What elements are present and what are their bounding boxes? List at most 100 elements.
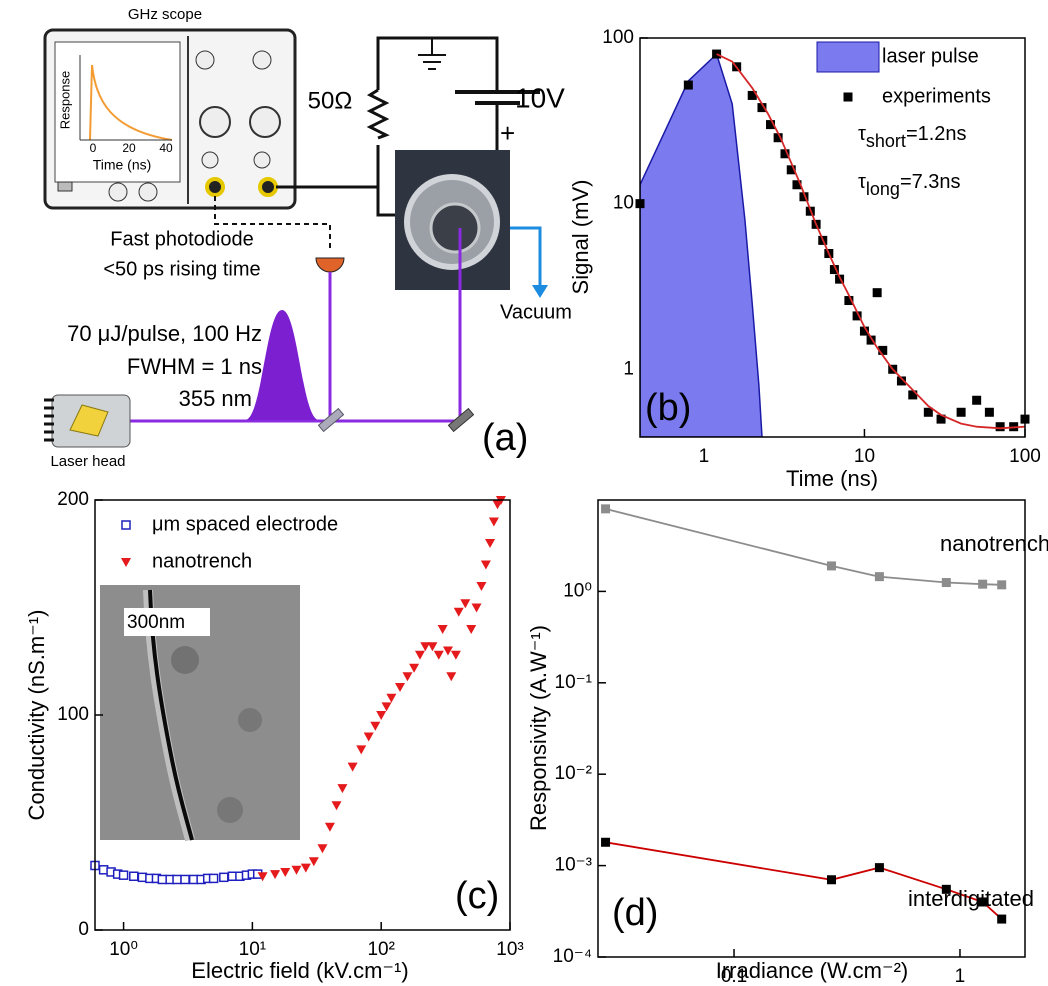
marker bbox=[427, 642, 438, 652]
marker bbox=[420, 642, 431, 652]
legend-label: nanotrench bbox=[152, 550, 252, 572]
marker bbox=[347, 762, 358, 772]
scope-knob bbox=[253, 151, 271, 169]
marker bbox=[208, 873, 219, 884]
inset-y-label: Response bbox=[57, 71, 72, 130]
battery-label: 10V bbox=[515, 82, 565, 113]
marker bbox=[984, 407, 994, 417]
y-tick-label: 10⁰ bbox=[563, 580, 592, 601]
marker bbox=[757, 103, 767, 113]
marker bbox=[376, 711, 387, 720]
scope-input bbox=[258, 177, 278, 197]
panel-label: (d) bbox=[612, 892, 658, 934]
x-tick-label: 1 bbox=[955, 966, 966, 986]
setup-diagram: GHz scope Response 0 20 40 Time (ns) 50Ω… bbox=[43, 6, 572, 470]
marker bbox=[874, 863, 884, 873]
annotation-subscript: long bbox=[866, 179, 900, 199]
scope-input bbox=[205, 177, 225, 197]
battery-sign: + bbox=[500, 118, 515, 148]
x-axis-title: Electric field (kV.cm⁻¹) bbox=[191, 958, 408, 983]
marker bbox=[843, 92, 853, 102]
marker bbox=[773, 133, 783, 143]
wavelength: 355 nm bbox=[179, 386, 252, 411]
plot-frame bbox=[597, 499, 1026, 958]
marker bbox=[978, 579, 988, 589]
marker bbox=[300, 863, 311, 873]
inset-tick: 20 bbox=[122, 141, 136, 155]
resistor bbox=[366, 88, 390, 140]
marker bbox=[356, 745, 367, 755]
marker bbox=[480, 560, 491, 570]
annotation: τshort=1.2ns bbox=[858, 123, 967, 150]
marker bbox=[280, 867, 291, 877]
marker bbox=[317, 844, 328, 854]
marker bbox=[409, 663, 420, 673]
marker bbox=[291, 865, 302, 875]
legend-label: experiments bbox=[882, 85, 991, 107]
marker bbox=[121, 520, 131, 530]
sem-texture bbox=[171, 646, 199, 674]
marker bbox=[450, 650, 461, 660]
marker bbox=[257, 872, 268, 882]
marker bbox=[859, 326, 869, 336]
marker bbox=[878, 345, 888, 355]
marker bbox=[852, 311, 862, 321]
scope-knob bbox=[249, 106, 281, 138]
marker bbox=[683, 80, 693, 90]
y-tick-label: 1 bbox=[623, 358, 634, 379]
annotation-symbol: τ bbox=[858, 123, 866, 145]
marker bbox=[180, 874, 190, 885]
y-tick-label: 200 bbox=[57, 489, 89, 510]
area bbox=[640, 52, 763, 437]
legend-swatch bbox=[816, 41, 880, 73]
plot-frame bbox=[94, 499, 511, 931]
marker bbox=[997, 580, 1007, 590]
y-tick-label: 10⁻³ bbox=[555, 855, 593, 876]
marker bbox=[395, 683, 406, 693]
x-tick-label: 10¹ bbox=[239, 939, 266, 960]
marker bbox=[466, 625, 477, 634]
marker bbox=[799, 192, 809, 202]
marker bbox=[780, 149, 790, 159]
marker bbox=[766, 120, 776, 130]
annotation-text: =1.2ns bbox=[906, 123, 967, 145]
x-axis-title: Irradiance (W.cm⁻²) bbox=[716, 958, 909, 983]
sem-texture bbox=[217, 797, 243, 823]
marker bbox=[381, 702, 392, 712]
photodiode-spec: <50 ps rising time bbox=[103, 258, 260, 280]
marker bbox=[437, 625, 448, 634]
marker bbox=[826, 561, 836, 571]
marker bbox=[453, 607, 464, 617]
marker bbox=[936, 414, 946, 424]
inset-tick: 40 bbox=[159, 141, 173, 155]
marker bbox=[923, 407, 933, 417]
annotation-symbol: τ bbox=[858, 171, 866, 193]
photodiode bbox=[315, 257, 345, 273]
plot-frame bbox=[639, 37, 1026, 438]
vacuum-arrow bbox=[532, 285, 548, 298]
inset-tick: 0 bbox=[90, 141, 97, 155]
marker bbox=[157, 874, 168, 885]
laser-energy: 70 μJ/pulse, 100 Hz bbox=[67, 321, 262, 346]
marker bbox=[747, 90, 757, 100]
y-tick-label: 100 bbox=[57, 704, 89, 725]
marker bbox=[337, 784, 348, 794]
wire bbox=[376, 36, 499, 187]
scope-title: GHz scope bbox=[128, 6, 202, 23]
marker bbox=[219, 872, 229, 883]
marker bbox=[866, 335, 876, 345]
x-tick-label: 10² bbox=[367, 939, 394, 960]
sem-texture bbox=[238, 708, 262, 732]
x-tick-label: 0.1 bbox=[721, 966, 747, 986]
legend-label: μm spaced electrode bbox=[152, 513, 338, 535]
marker bbox=[712, 49, 722, 59]
laser-fwhm: FWHM = 1 ns bbox=[127, 354, 262, 379]
y-tick-label: 10⁻¹ bbox=[555, 672, 593, 693]
marker bbox=[460, 599, 471, 609]
y-tick-label: 10⁻⁴ bbox=[553, 946, 592, 967]
marker bbox=[995, 422, 1005, 432]
marker bbox=[601, 837, 611, 847]
marker bbox=[997, 914, 1007, 924]
scope-button bbox=[57, 181, 73, 192]
x-tick-label: 10⁰ bbox=[109, 939, 138, 960]
